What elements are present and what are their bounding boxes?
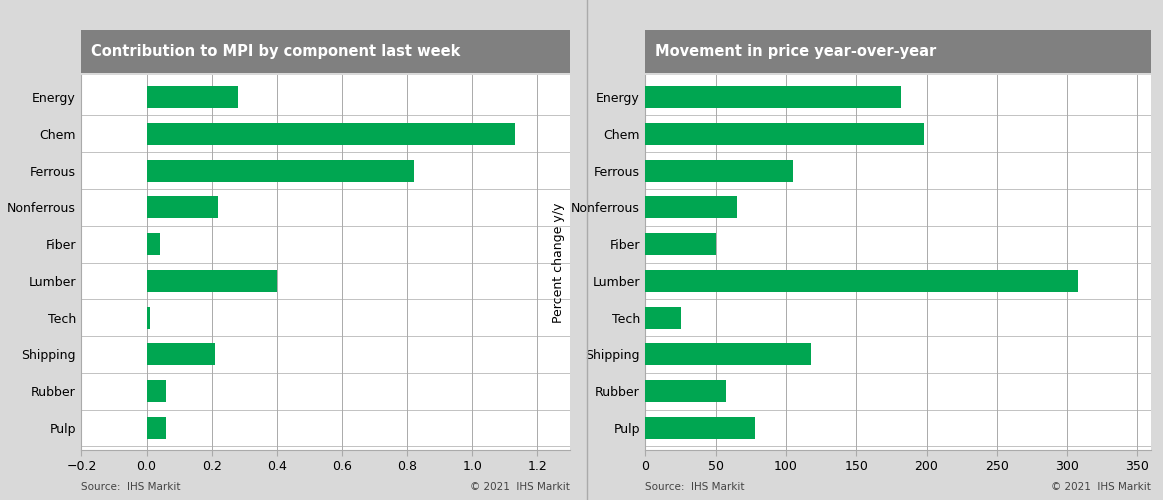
Bar (147, 270, 277, 292)
Bar (147, 380, 166, 402)
Bar (147, 86, 237, 108)
Bar (645, 344, 812, 365)
Text: © 2021  IHS Markit: © 2021 IHS Markit (1051, 482, 1151, 492)
Bar (645, 160, 793, 182)
Bar (147, 233, 159, 255)
Bar (645, 196, 737, 218)
Y-axis label: Percent change y/y: Percent change y/y (552, 202, 565, 322)
Bar (645, 270, 1078, 292)
Text: Contribution to MPI by component last week: Contribution to MPI by component last we… (91, 44, 461, 59)
Bar (645, 306, 680, 328)
Text: Source:  IHS Markit: Source: IHS Markit (645, 482, 745, 492)
Text: Source:  IHS Markit: Source: IHS Markit (81, 482, 181, 492)
Text: Movement in price year-over-year: Movement in price year-over-year (655, 44, 936, 59)
Y-axis label: Percent change: Percent change (0, 214, 1, 311)
Text: © 2021  IHS Markit: © 2021 IHS Markit (470, 482, 570, 492)
Bar (645, 86, 901, 108)
Bar (147, 417, 166, 439)
Bar (645, 417, 755, 439)
Bar (645, 123, 923, 145)
Bar (645, 233, 715, 255)
Bar (147, 306, 150, 328)
Bar (147, 160, 414, 182)
Bar (147, 123, 514, 145)
Bar (147, 344, 215, 365)
Bar (147, 196, 219, 218)
Bar (645, 380, 726, 402)
